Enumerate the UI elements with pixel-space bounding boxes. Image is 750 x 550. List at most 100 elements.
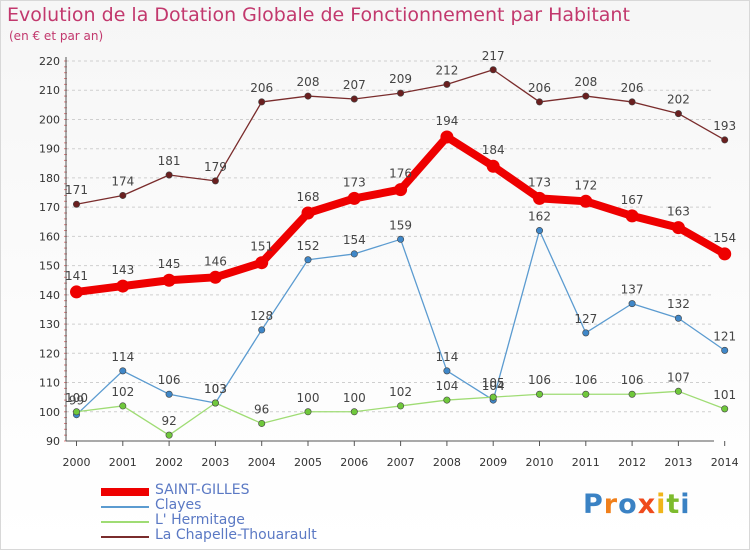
data-label: 209 [389, 72, 412, 86]
data-label: 154 [713, 231, 736, 245]
data-point [258, 98, 266, 106]
data-point [165, 431, 173, 439]
data-point [394, 183, 408, 197]
data-point [301, 206, 315, 220]
y-tick-label: 210 [39, 84, 60, 97]
data-label: 104 [435, 379, 458, 393]
y-tick-label: 130 [39, 318, 60, 331]
data-label: 102 [111, 385, 134, 399]
data-label: 103 [204, 382, 227, 396]
data-point [258, 419, 266, 427]
data-label: 171 [65, 183, 88, 197]
data-label: 100 [65, 391, 88, 405]
data-point [721, 346, 729, 354]
x-tick-label: 2008 [433, 456, 461, 469]
data-point [258, 326, 266, 334]
data-label: 154 [343, 233, 366, 247]
data-point [674, 110, 682, 118]
data-label: 206 [621, 81, 644, 95]
y-tick-label: 220 [39, 55, 60, 68]
legend-label: Clayes [155, 497, 202, 513]
line-chart: 9010011012013014015016017018019020021022… [39, 49, 739, 469]
data-point [535, 98, 543, 106]
data-point [397, 235, 405, 243]
data-point [119, 402, 127, 410]
legend-swatch-clayes [101, 506, 149, 508]
data-point [350, 408, 358, 416]
data-point [628, 300, 636, 308]
data-label: 184 [482, 143, 505, 157]
x-tick-label: 2013 [664, 456, 692, 469]
data-label: 104 [482, 379, 505, 393]
data-label: 173 [528, 175, 551, 189]
data-point [208, 270, 222, 284]
data-point [628, 390, 636, 398]
data-point [489, 393, 497, 401]
legend-label: L' Hermitage [155, 512, 245, 528]
y-tick-label: 200 [39, 113, 60, 126]
logo-letter: x [637, 489, 657, 520]
data-label: 114 [111, 350, 134, 364]
data-label: 101 [713, 388, 736, 402]
y-tick-label: 110 [39, 377, 60, 390]
data-label: 103 [204, 382, 227, 396]
data-label: 208 [574, 75, 597, 89]
logo-letter: P [583, 489, 604, 520]
x-tick-label: 2012 [618, 456, 646, 469]
x-tick-label: 2009 [479, 456, 507, 469]
data-label: 212 [435, 63, 458, 77]
logo-letter: i [680, 489, 691, 520]
data-point [671, 221, 685, 235]
data-label: 105 [482, 376, 505, 390]
data-label: 145 [158, 257, 181, 271]
data-point [211, 399, 219, 407]
data-label: 194 [435, 114, 458, 128]
data-point [350, 250, 358, 258]
y-tick-label: 190 [39, 143, 60, 156]
data-label: 106 [528, 373, 551, 387]
x-tick-label: 2004 [248, 456, 276, 469]
data-label: 99 [69, 394, 84, 408]
data-point [165, 171, 173, 179]
proxiti-logo: Proxiti [583, 489, 691, 520]
data-label: 132 [667, 297, 690, 311]
data-label: 100 [343, 391, 366, 405]
chart-subtitle: (en € et par an) [9, 29, 104, 43]
x-tick-label: 2005 [294, 456, 322, 469]
data-point [443, 396, 451, 404]
data-label: 172 [574, 178, 597, 192]
legend-swatch-hermitage [101, 521, 149, 523]
data-point [73, 200, 81, 208]
x-tick-label: 2003 [201, 456, 229, 469]
data-point [718, 247, 732, 261]
x-tick-label: 2007 [387, 456, 415, 469]
data-label: 127 [574, 312, 597, 326]
data-label: 208 [297, 75, 320, 89]
data-point [304, 408, 312, 416]
data-point [397, 402, 405, 410]
data-point [674, 387, 682, 395]
legend-swatch-saint-gilles [101, 488, 149, 496]
data-point [347, 191, 361, 205]
data-label: 206 [250, 81, 273, 95]
data-label: 207 [343, 78, 366, 92]
data-point [582, 329, 590, 337]
data-label: 167 [621, 193, 644, 207]
data-point [304, 92, 312, 100]
data-label: 193 [713, 119, 736, 133]
data-point [70, 285, 83, 299]
x-tick-label: 2000 [63, 456, 91, 469]
data-point [721, 405, 729, 413]
x-tick-label: 2001 [109, 456, 137, 469]
data-label: 217 [482, 49, 505, 63]
data-point [211, 177, 219, 185]
data-label: 121 [713, 329, 736, 343]
data-point [579, 194, 593, 208]
data-label: 106 [158, 373, 181, 387]
data-label: 106 [574, 373, 597, 387]
data-label: 202 [667, 93, 690, 107]
data-label: 152 [297, 239, 320, 253]
legend-label: SAINT-GILLES [155, 482, 250, 498]
data-label: 163 [667, 205, 690, 219]
